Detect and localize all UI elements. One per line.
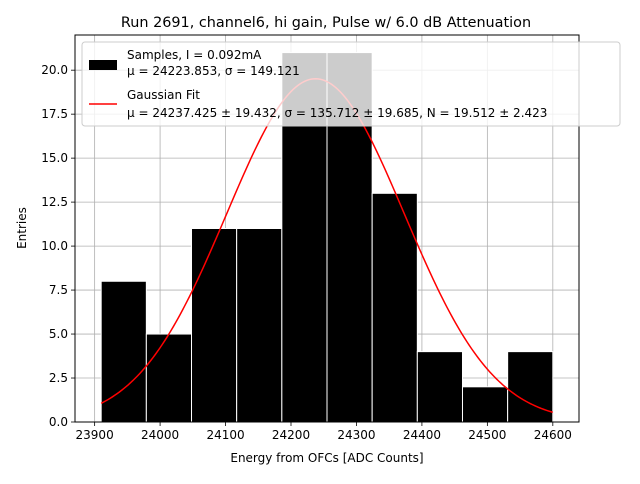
y-axis-ticks: 0.0 2.5 5.0 7.5 10.0 12.5 15.0 17.5 20.0: [41, 63, 75, 429]
histogram-bar: [416, 351, 463, 423]
histogram-bar: [371, 192, 418, 423]
histogram-bar: [100, 280, 147, 423]
x-tick-label: 24000: [141, 428, 179, 442]
histogram-bar: [507, 351, 554, 423]
legend-samples-stats: μ = 24223.853, σ = 149.121: [127, 64, 300, 78]
y-tick-label: 7.5: [49, 283, 68, 297]
y-tick-label: 0.0: [49, 415, 68, 429]
y-tick-label: 10.0: [41, 239, 68, 253]
legend-samples-label: Samples, I = 0.092mA: [127, 48, 262, 62]
legend: Samples, I = 0.092mA μ = 24223.853, σ = …: [81, 41, 621, 127]
x-axis-label: Energy from OFCs [ADC Counts]: [230, 451, 423, 465]
x-tick-label: 23900: [76, 428, 114, 442]
histogram-bar: [236, 228, 283, 423]
y-tick-label: 12.5: [41, 195, 68, 209]
y-tick-label: 2.5: [49, 371, 68, 385]
legend-fit-label: Gaussian Fit: [127, 88, 200, 102]
x-tick-label: 24400: [403, 428, 441, 442]
x-tick-label: 24200: [272, 428, 310, 442]
y-tick-label: 15.0: [41, 151, 68, 165]
legend-samples-swatch: [89, 60, 117, 70]
y-tick-label: 5.0: [49, 327, 68, 341]
y-axis-label: Entries: [15, 207, 29, 249]
x-axis-ticks: 23900 24000 24100 24200 24300 24400 24500 24600: [76, 422, 572, 442]
histogram-bar: [461, 386, 509, 423]
x-tick-label: 24600: [534, 428, 572, 442]
x-tick-label: 24100: [206, 428, 244, 442]
chart-title: Run 2691, channel6, hi gain, Pulse w/ 6.…: [121, 15, 531, 31]
histogram-bars: [100, 52, 554, 423]
legend-box: [81, 41, 621, 127]
legend-fit-stats: μ = 24237.425 ± 19.432, σ = 135.712 ± 19…: [127, 106, 547, 120]
histogram-bar: [145, 333, 193, 423]
y-tick-label: 20.0: [41, 63, 68, 77]
histogram-bar: [191, 228, 238, 423]
x-tick-label: 24300: [337, 428, 375, 442]
plot-frame: [74, 34, 580, 423]
x-tick-label: 24500: [468, 428, 506, 442]
y-tick-label: 17.5: [41, 107, 68, 121]
